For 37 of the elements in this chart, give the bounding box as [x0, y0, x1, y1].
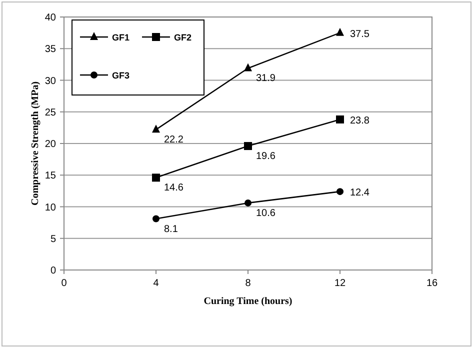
x-tick-label: 4 [153, 278, 160, 289]
y-tick-label: 10 [44, 202, 56, 214]
data-label: 37.5 [350, 28, 370, 40]
legend-label: GF2 [174, 32, 192, 42]
point [152, 174, 160, 182]
x-tick-label: 16 [426, 278, 438, 289]
point [152, 215, 160, 222]
point [336, 188, 344, 196]
y-axis-title: Compressive Strength (MPa) [30, 81, 41, 206]
data-label: 22.2 [164, 134, 184, 146]
legend-label: GF1 [112, 32, 130, 42]
legend-label: GF3 [112, 70, 130, 80]
data-label: 10.6 [256, 208, 276, 219]
y-tick-label: 5 [50, 234, 56, 245]
y-tick-label: 30 [44, 76, 56, 87]
y-tick-label: 35 [44, 44, 56, 56]
data-label: 12.4 [350, 188, 370, 199]
y-tick-label: 0 [50, 266, 56, 276]
point [336, 115, 344, 124]
data-label: 14.6 [164, 182, 184, 194]
point [244, 199, 252, 206]
data-label: 23.8 [350, 115, 370, 126]
x-axis-title: Curing Time (hours) [204, 296, 292, 307]
data-label: 31.9 [256, 73, 276, 84]
x-tick-label: 12 [334, 278, 346, 289]
y-tick-label: 25 [44, 107, 56, 118]
data-label: 19.6 [256, 151, 276, 162]
y-tick-label: 15 [44, 170, 56, 182]
x-tick-label: 0 [61, 278, 68, 289]
y-tick-label: 20 [44, 139, 56, 150]
point [244, 63, 252, 72]
point [152, 124, 160, 133]
x-tick-label: 8 [245, 278, 252, 289]
y-tick-label: 40 [44, 12, 56, 24]
point [336, 28, 344, 36]
data-label: 8.1 [164, 224, 178, 235]
point [244, 142, 252, 150]
